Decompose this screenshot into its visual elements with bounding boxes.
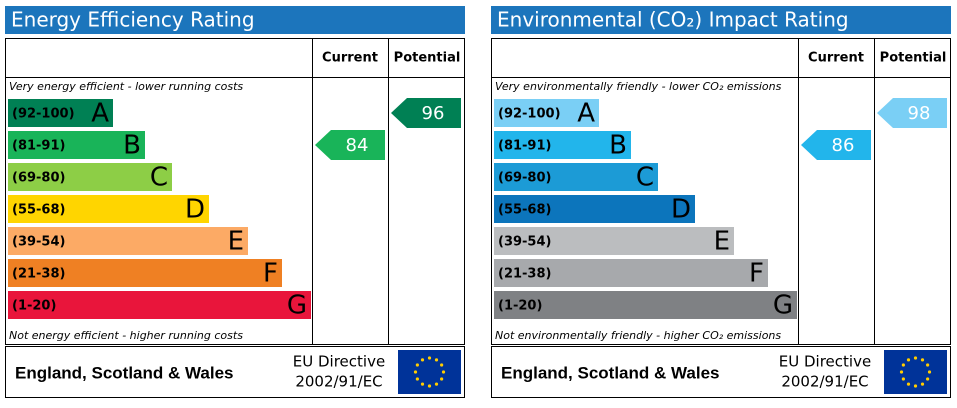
eu-star [927,370,932,374]
band-letter: A [91,99,109,129]
band-range: (39-54) [498,235,551,250]
band-bar [8,99,113,127]
rating-panel: Environmental (CO₂) Impact Rating Current… [491,6,951,398]
rating-arrow [391,98,461,128]
panel-title: Energy Efficiency Rating [11,8,255,32]
bottom-note: Not energy efficient - higher running co… [9,329,243,342]
band-bar [8,259,282,287]
band-bar [494,195,695,223]
footer-frame [5,346,465,398]
eu-star [434,382,439,386]
rating-arrow [315,130,385,160]
band-letter: B [123,131,141,161]
title-bar [491,6,951,34]
band-range: (69-80) [12,171,65,186]
column-header: Potential [394,51,461,66]
directive-line: EU Directive [293,353,385,371]
band-range: (21-38) [12,267,65,282]
rating-arrow [801,130,871,160]
band-bar [494,259,768,287]
eu-star [415,363,419,367]
eu-star [899,370,904,374]
eu-star [420,358,425,362]
rating-value: 84 [346,135,369,156]
eu-star [906,382,911,386]
band-range: (92-100) [498,107,561,122]
band-letter: D [671,195,691,225]
eu-star [913,356,918,360]
band-range: (81-91) [498,139,551,154]
rating-arrow [877,98,947,128]
eu-star [420,382,425,386]
band-letter: F [263,259,278,289]
rating-panel: Energy Efficiency Rating Current Potential… [5,6,465,398]
directive-line: 2002/91/EC [295,373,382,391]
directive-line: 2002/91/EC [781,373,868,391]
top-note: Very energy efficient - lower running co… [9,80,243,93]
band-letter: A [577,99,595,129]
band-letter: G [773,291,793,321]
band-bar [494,291,797,319]
top-note: Very environmentally friendly - lower CO… [495,80,782,93]
band-letter: C [150,163,168,193]
band-bar [494,163,658,191]
title-bar [5,6,465,34]
rating-value: 98 [908,103,931,124]
band-letter: B [609,131,627,161]
directive-line: EU Directive [779,353,871,371]
band-bar [8,291,311,319]
eu-star [901,363,905,367]
band-letter: E [228,227,244,257]
band-letter: E [714,227,730,257]
band-range: (92-100) [12,107,75,122]
band-bar [8,195,209,223]
footer-region: England, Scotland & Wales [15,363,234,382]
eu-star [926,363,930,367]
band-bar [494,131,631,159]
eu-star [920,358,925,362]
eu-star [413,370,418,374]
eu-star [926,377,930,381]
column-header: Potential [880,51,947,66]
panel-title: Environmental (CO₂) Impact Rating [497,8,849,32]
eu-star [440,377,444,381]
band-range: (39-54) [12,235,65,250]
eu-star [434,358,439,362]
band-letter: C [636,163,654,193]
eu-star [441,370,446,374]
eu-star [427,356,432,360]
rating-value: 86 [832,135,855,156]
band-range: (55-68) [12,203,65,218]
band-letter: F [749,259,764,289]
band-bar [494,99,599,127]
band-range: (69-80) [498,171,551,186]
eu-star [920,382,925,386]
band-bar [8,227,248,255]
column-header: Current [322,51,378,66]
eu-star [906,358,911,362]
eu-star [901,377,905,381]
eu-star [415,377,419,381]
footer-frame [491,346,951,398]
band-letter: G [287,291,307,321]
band-bar [8,131,145,159]
band-letter: D [185,195,205,225]
eu-star [440,363,444,367]
eu-star [913,384,918,388]
bottom-note: Not environmentally friendly - higher CO… [495,329,781,342]
eu-star [427,384,432,388]
table-frame [491,38,951,345]
band-bar [494,227,734,255]
rating-value: 96 [422,103,445,124]
band-range: (21-38) [498,267,551,282]
table-frame [5,38,465,345]
band-range: (1-20) [12,299,56,314]
footer-region: England, Scotland & Wales [501,363,720,382]
column-header: Current [808,51,864,66]
band-range: (55-68) [498,203,551,218]
band-range: (1-20) [498,299,542,314]
band-range: (81-91) [12,139,65,154]
band-bar [8,163,172,191]
